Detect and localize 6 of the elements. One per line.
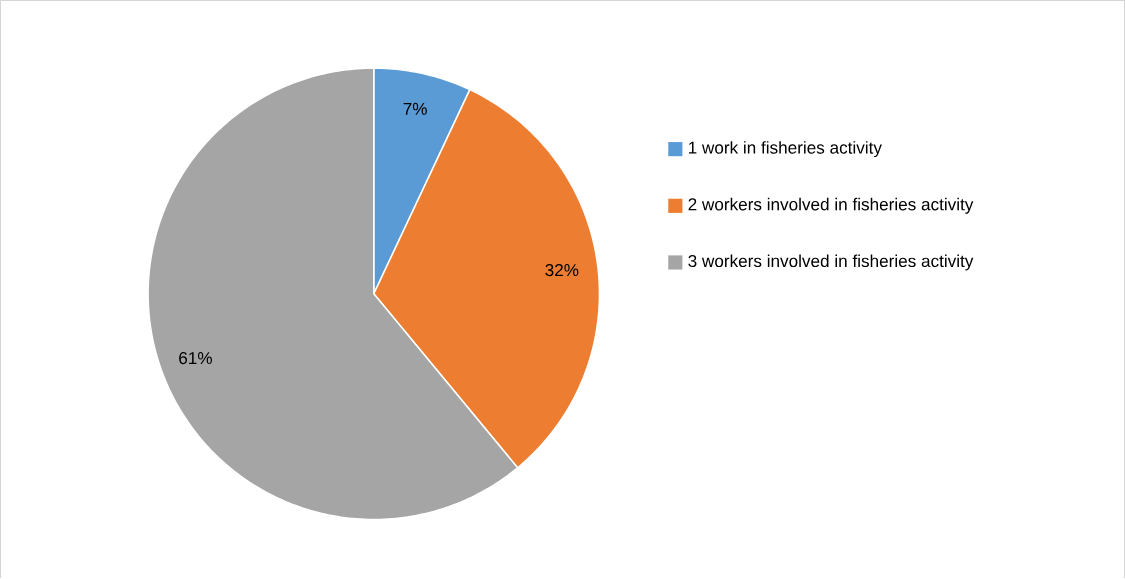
data-label: 7% <box>403 103 427 116</box>
legend-label: 3 workers involved in fisheries activity <box>688 254 974 271</box>
legend-label: 1 work in fisheries activity <box>689 141 882 158</box>
data-label: 32% <box>545 264 579 277</box>
data-label: 61% <box>179 352 212 365</box>
legend-label: 2 workers involved in fisheries activity <box>688 198 974 214</box>
